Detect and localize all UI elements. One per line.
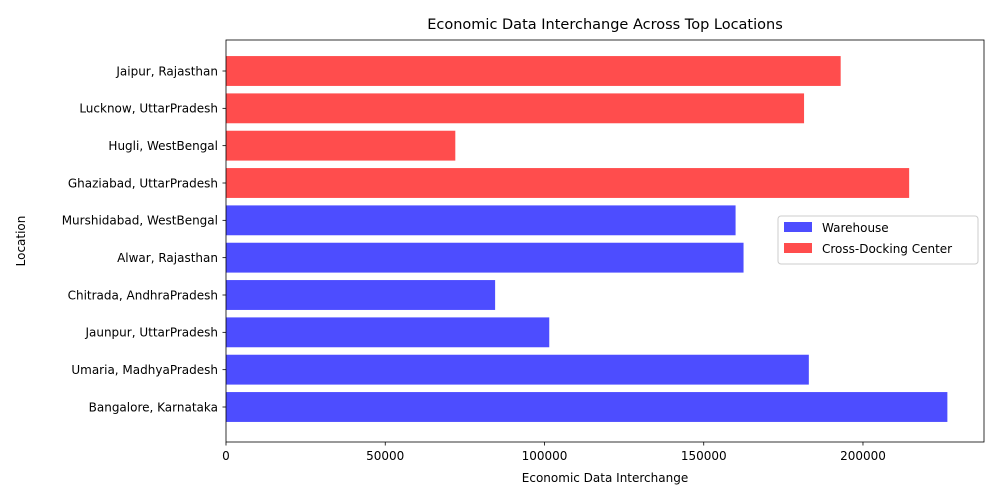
bar xyxy=(226,280,496,310)
legend-swatch xyxy=(784,243,812,253)
bar xyxy=(226,392,948,422)
x-tick-label: 50000 xyxy=(366,449,404,463)
x-tick-label: 200000 xyxy=(840,449,886,463)
bar xyxy=(226,354,809,385)
y-tick-label: Umaria, MadhyaPradesh xyxy=(71,363,218,377)
bar xyxy=(226,56,841,86)
y-axis-label: Location xyxy=(14,216,28,267)
legend-label: Cross-Docking Center xyxy=(822,242,952,256)
bars-group xyxy=(226,56,948,422)
y-tick-label: Jaipur, Rajasthan xyxy=(115,64,218,78)
bar xyxy=(226,168,910,198)
x-tick-label: 100000 xyxy=(522,449,568,463)
plot-frame xyxy=(225,39,985,443)
chart-title: Economic Data Interchange Across Top Loc… xyxy=(427,17,783,33)
bar xyxy=(226,93,805,124)
legend-swatch xyxy=(784,222,812,232)
x-tick-label: 0 xyxy=(222,449,230,463)
legend-box xyxy=(777,215,979,265)
y-tick-label: Ghaziabad, UttarPradesh xyxy=(68,176,218,190)
y-tick-label: Alwar, Rajasthan xyxy=(117,251,218,265)
legend: Warehouse Cross-Docking Center xyxy=(777,215,979,265)
bar xyxy=(226,317,550,348)
legend-label: Warehouse xyxy=(822,221,889,235)
x-axis-ticks: 0 50000 100000 150000 200000 xyxy=(222,442,886,463)
bar xyxy=(226,242,744,273)
bar xyxy=(226,205,736,236)
bar xyxy=(226,130,456,161)
y-tick-label: Hugli, WestBengal xyxy=(108,139,218,153)
y-axis-ticks: Bangalore, Karnataka Umaria, MadhyaPrades… xyxy=(62,64,226,414)
y-tick-label: Chitrada, AndhraPradesh xyxy=(68,288,218,302)
x-axis-label: Economic Data Interchange xyxy=(522,471,688,485)
y-tick-label: Bangalore, Karnataka xyxy=(89,400,218,414)
x-tick-label: 150000 xyxy=(681,449,727,463)
y-tick-label: Jaunpur, UttarPradesh xyxy=(84,326,218,340)
y-tick-label: Murshidabad, WestBengal xyxy=(62,214,218,228)
y-tick-label: Lucknow, UttarPradesh xyxy=(79,102,218,116)
